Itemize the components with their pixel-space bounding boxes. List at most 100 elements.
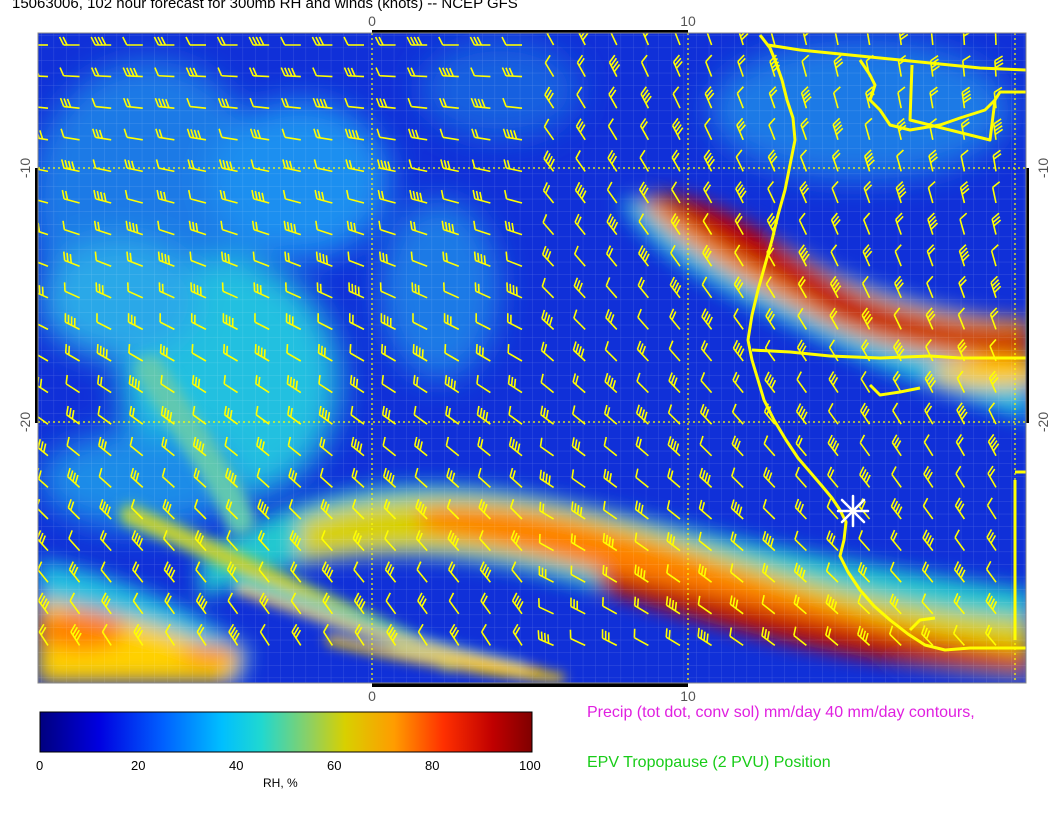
wind-barb-icon [830, 244, 839, 267]
wind-barb-icon [636, 340, 649, 362]
wind-barb-icon [731, 403, 744, 425]
wind-barb-icon [133, 623, 144, 646]
wind-barb-icon [764, 371, 777, 394]
wind-barb-icon [350, 405, 365, 425]
wind-barb-icon [697, 627, 713, 647]
wind-barb-icon [957, 307, 966, 330]
wind-barb-icon [506, 313, 523, 331]
wind-barb-icon [381, 374, 397, 394]
wind-barb-icon [511, 592, 524, 615]
wind-barb-icon [347, 251, 365, 267]
wind-barb-icon [538, 533, 554, 552]
wind-barb-icon [994, 55, 1004, 77]
wind-barb-icon [633, 628, 649, 647]
colorbar-tick-60: 60 [327, 758, 342, 773]
wind-barb-icon [537, 630, 554, 647]
wind-barb-icon [766, 244, 776, 267]
wind-barb-icon [897, 86, 906, 109]
wind-barb-icon [539, 501, 555, 520]
wind-barb-icon [154, 67, 175, 78]
wind-barb-icon [257, 498, 270, 520]
map-frame [37, 32, 1027, 684]
wind-barb-icon [249, 97, 270, 109]
wind-barb-icon [571, 437, 586, 457]
wind-barb-icon [639, 149, 650, 172]
wind-barb-icon [502, 97, 523, 109]
wind-barb-icon [637, 276, 650, 299]
wind-barb-icon [289, 530, 302, 552]
wind-barb-icon [892, 402, 902, 425]
wind-barb-icon [70, 623, 82, 646]
wind-barb-icon [254, 374, 270, 394]
wind-barb-icon [991, 181, 1001, 204]
wind-barb-icon [66, 467, 81, 488]
wind-barb-icon [638, 213, 650, 236]
wind-barb-icon [412, 313, 428, 331]
wind-barb-icon [222, 344, 239, 362]
wind-barb-icon [217, 67, 238, 78]
wind-barb-icon [59, 97, 80, 109]
wind-barb-icon [129, 436, 144, 457]
wind-barb-icon [315, 251, 333, 267]
wind-barb-icon [256, 467, 270, 488]
wind-barb-icon [993, 86, 1003, 109]
wind-barb-icon [502, 128, 523, 141]
wind-barb-icon [344, 97, 365, 109]
wind-barb-icon [668, 340, 681, 362]
wind-barb-icon [440, 189, 460, 204]
x-tick-bottom-0: 0 [368, 688, 376, 704]
wind-barb-icon [608, 86, 618, 109]
wind-barb-icon [576, 86, 586, 109]
wind-barb-icon [697, 563, 713, 583]
wind-barb-icon [639, 117, 650, 141]
wind-barb-icon [640, 86, 652, 109]
wind-barb-icon [96, 344, 112, 362]
wind-barb-icon [415, 530, 428, 552]
wind-barb-icon [603, 468, 618, 489]
wind-barb-icon [220, 251, 238, 267]
wind-barb-icon [508, 436, 523, 457]
wind-barb-icon [442, 282, 460, 299]
wind-barb-icon [61, 189, 80, 204]
wind-barb-icon [860, 370, 871, 394]
wind-barb-icon [729, 627, 744, 647]
wind-barb-icon [768, 86, 778, 109]
wind-barb-icon [68, 530, 81, 552]
wind-barb-icon [829, 307, 839, 330]
wind-barb-icon [185, 67, 207, 78]
wind-barb-icon [860, 402, 871, 425]
wind-barb-icon [737, 54, 746, 77]
wind-barb-icon [319, 467, 333, 488]
wind-barb-icon [570, 565, 586, 583]
wind-barb-icon [280, 97, 301, 109]
wind-barb-icon [827, 434, 840, 457]
wind-barb-icon [890, 497, 903, 520]
wind-barb-icon [670, 244, 681, 267]
wind-barb-icon [223, 374, 239, 394]
wind-barb-icon [669, 276, 682, 299]
wind-barb-icon [575, 150, 586, 172]
wind-barb-icon [90, 36, 112, 46]
wind-barb-icon [832, 86, 841, 109]
wind-barb-icon [509, 498, 523, 520]
wind-barb-icon [159, 313, 175, 331]
wind-barb-icon [378, 251, 396, 267]
wind-barb-icon [257, 530, 270, 552]
wind-barb-icon [191, 344, 207, 362]
wind-barb-icon [38, 561, 49, 583]
wind-barb-icon [893, 307, 902, 330]
wind-barb-icon [795, 466, 807, 488]
wind-barb-icon [477, 436, 491, 457]
wind-barb-icon [96, 313, 112, 331]
wind-barb-icon [131, 530, 144, 552]
wind-barb-icon [893, 339, 905, 362]
wind-barb-icon [38, 129, 49, 141]
wind-barb-icon [160, 374, 175, 394]
wind-barb-icon [448, 592, 460, 615]
wind-barb-icon [895, 180, 907, 204]
wind-barb-icon [91, 128, 112, 141]
wind-barb-icon [384, 530, 397, 552]
wind-barb-icon [665, 628, 681, 647]
wind-barb-icon [189, 251, 207, 267]
wind-barb-icon [471, 128, 491, 141]
